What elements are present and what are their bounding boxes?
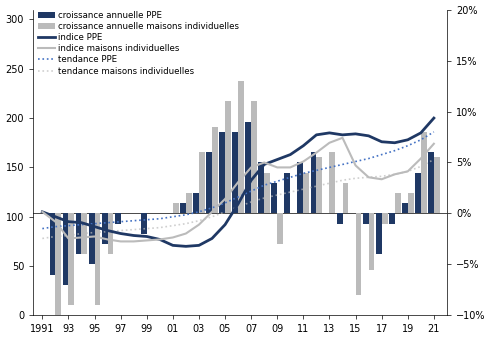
Bar: [225, 101, 231, 214]
Bar: [50, 214, 55, 275]
Bar: [434, 157, 440, 214]
Bar: [428, 152, 434, 214]
Bar: [238, 81, 244, 214]
Bar: [395, 193, 401, 214]
Bar: [303, 173, 309, 214]
Bar: [212, 127, 218, 214]
Bar: [337, 214, 343, 224]
Bar: [62, 214, 68, 285]
Bar: [258, 163, 264, 214]
Bar: [193, 193, 199, 214]
Bar: [329, 152, 335, 214]
Bar: [264, 173, 270, 214]
Legend: croissance annuelle PPE, croissance annuelle maisons individuelles, indice PPE, : croissance annuelle PPE, croissance annu…: [37, 11, 239, 75]
Bar: [82, 214, 87, 254]
Bar: [199, 152, 205, 214]
Bar: [389, 214, 395, 224]
Bar: [415, 173, 421, 214]
Bar: [316, 157, 322, 214]
Bar: [102, 214, 108, 244]
Bar: [141, 214, 147, 234]
Bar: [369, 214, 375, 270]
Bar: [68, 214, 74, 305]
Bar: [232, 132, 238, 214]
Bar: [277, 214, 283, 244]
Bar: [76, 214, 82, 254]
Bar: [173, 203, 179, 214]
Bar: [95, 214, 101, 305]
Bar: [219, 132, 225, 214]
Bar: [355, 214, 361, 295]
Bar: [55, 214, 61, 316]
Bar: [376, 214, 382, 254]
Bar: [284, 173, 290, 214]
Bar: [408, 193, 413, 214]
Bar: [108, 214, 113, 254]
Bar: [206, 152, 212, 214]
Bar: [343, 183, 349, 214]
Bar: [402, 203, 408, 214]
Bar: [251, 101, 257, 214]
Bar: [363, 214, 369, 224]
Bar: [246, 122, 251, 214]
Bar: [298, 163, 303, 214]
Bar: [115, 214, 121, 224]
Bar: [272, 183, 277, 214]
Bar: [421, 132, 427, 214]
Bar: [180, 203, 186, 214]
Bar: [382, 214, 387, 224]
Bar: [186, 193, 192, 214]
Bar: [89, 214, 95, 265]
Bar: [310, 152, 316, 214]
